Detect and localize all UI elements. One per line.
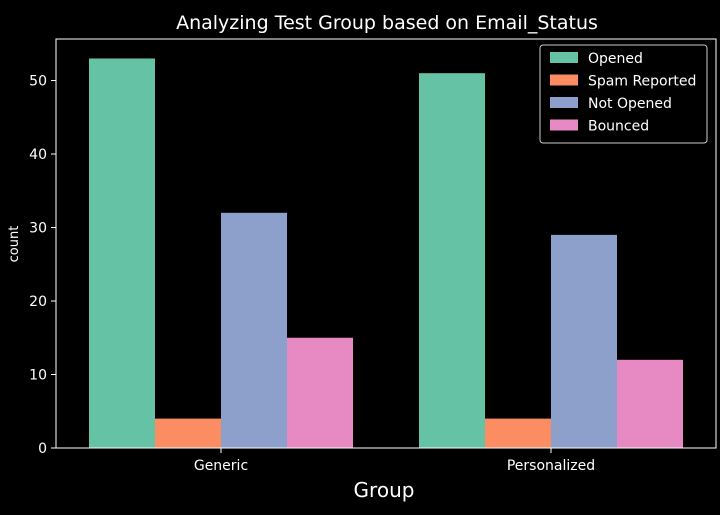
plot-frame <box>55 38 717 449</box>
legend: Opened Spam Reported Not Opened Bounced <box>539 44 708 144</box>
y-tick-label: 30 <box>29 221 47 237</box>
legend-label: Not Opened <box>588 96 672 112</box>
bar-bounced-personalized <box>617 359 683 448</box>
x-tick-label: Personalized <box>507 458 595 474</box>
y-tick-label: 20 <box>29 294 47 310</box>
legend-swatch <box>550 97 578 108</box>
legend-label: Bounced <box>588 119 649 135</box>
bar-not-opened-personalized <box>551 234 617 448</box>
y-tick-label: 10 <box>29 368 47 384</box>
bar-spam-reported-personalized <box>485 418 551 448</box>
x-axis: Generic Personalized <box>194 448 595 474</box>
bar-opened-personalized <box>419 73 485 448</box>
bar-not-opened-generic <box>221 212 287 448</box>
y-axis-label: count <box>7 226 22 263</box>
legend-swatch <box>550 119 578 131</box>
legend-swatch <box>550 52 578 63</box>
legend-label: Spam Reported <box>588 74 696 90</box>
legend-swatch <box>550 74 578 86</box>
bar-spam-reported-generic <box>155 418 221 448</box>
x-tick-label: Generic <box>194 458 248 474</box>
x-axis-label: Group <box>354 478 415 502</box>
y-axis: 0 10 20 30 40 50 <box>29 74 56 457</box>
legend-label: Opened <box>588 51 643 67</box>
y-tick-label: 40 <box>29 147 47 163</box>
bar-opened-generic <box>89 58 155 448</box>
y-tick-label: 50 <box>29 74 47 90</box>
plot-area <box>55 38 717 449</box>
bar-bounced-generic <box>287 337 353 448</box>
y-tick-label: 0 <box>38 441 47 457</box>
chart-title: Analyzing Test Group based on Email_Stat… <box>176 12 598 34</box>
legend-frame <box>539 44 708 144</box>
